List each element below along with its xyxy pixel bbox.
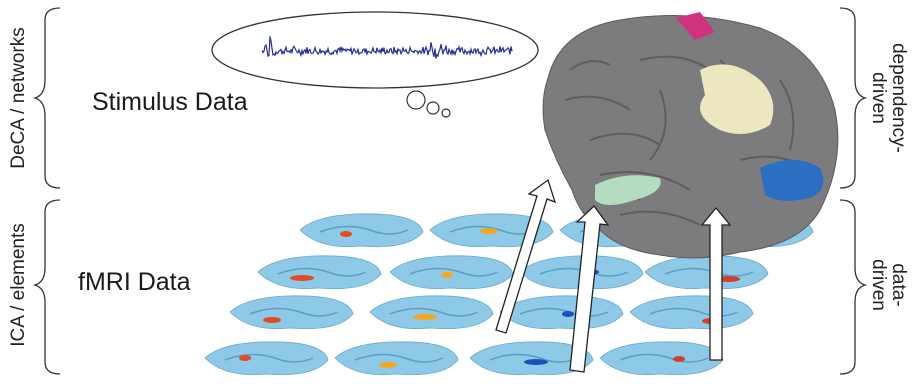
right-label-top-line1: dependency- (888, 43, 909, 153)
fmri-data-label: fMRI Data (78, 268, 191, 296)
fmri-activation (340, 231, 352, 237)
right-label-bottom: data- driven (868, 259, 909, 311)
right-label-top: dependency- driven (868, 43, 909, 153)
fmri-slice (389, 255, 514, 290)
fmri-slice-fold (409, 267, 499, 277)
fmri-activation (562, 311, 574, 317)
fmri-activation (480, 228, 498, 234)
fmri-slice (257, 255, 382, 290)
fmri-slice-fold (224, 353, 314, 363)
left-brace-bottom (32, 199, 61, 375)
right-label-bottom-line1: data- (888, 263, 909, 307)
right-brace-top (839, 7, 868, 189)
brain-region-green (595, 175, 661, 205)
fmri-activation (673, 356, 685, 362)
arrows (495, 178, 732, 373)
fmri-slice (299, 213, 424, 248)
fmri-slice-fold (354, 353, 444, 363)
brain-region-cream (700, 64, 774, 134)
thought-dot-large (406, 90, 426, 110)
fmri-slice (229, 295, 354, 330)
fmri-slice-fold (389, 307, 479, 317)
fmri-slice-fold (619, 353, 709, 363)
fmri-slice (499, 295, 624, 330)
fmri-activation (239, 355, 251, 361)
fmri-slice-fold (249, 307, 339, 317)
fmri-slice (469, 341, 594, 376)
fmri-activation (290, 275, 314, 281)
right-label-top-line2: driven (868, 72, 889, 124)
fmri-slice-fold (489, 353, 579, 363)
thought-dot-medium (426, 101, 440, 115)
right-brace-bottom (839, 199, 868, 375)
fmri-activation (524, 359, 548, 365)
fmri-slice (644, 255, 769, 290)
fmri-slice (334, 341, 459, 376)
fmri-activation (379, 362, 397, 368)
fmri-slice-fold (277, 267, 367, 277)
brain-render (542, 12, 839, 259)
fmri-slice (204, 341, 329, 376)
left-label-top: DeCA / networks (8, 27, 29, 169)
brain-region-magenta (676, 12, 715, 40)
fmri-activation (263, 317, 281, 323)
fmri-slice (369, 295, 494, 330)
fmri-activation (441, 272, 453, 278)
fmri-slice (599, 341, 724, 376)
arrow-left (495, 178, 557, 334)
fmri-slice (629, 295, 754, 330)
thought-bubble (211, 11, 539, 89)
fmri-slice-fold (649, 307, 739, 317)
brain-region-blue (760, 160, 824, 201)
arrow-middle (569, 205, 610, 373)
stimulus-trace (261, 36, 513, 59)
left-brace-top (32, 7, 61, 189)
arrow-right (700, 206, 732, 361)
fmri-slice-fold (319, 225, 409, 235)
stimulus-data-label: Stimulus Data (92, 88, 248, 116)
left-label-bottom: ICA / elements (8, 223, 29, 347)
right-label-bottom-line2: driven (868, 259, 889, 311)
fmri-activation (413, 314, 437, 320)
thought-dot-small (441, 108, 451, 118)
